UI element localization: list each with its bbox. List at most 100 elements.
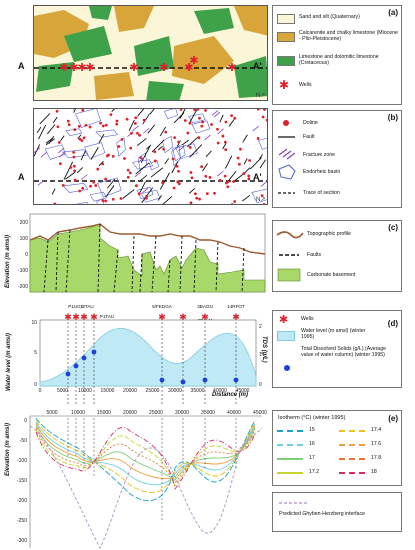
doline bbox=[126, 175, 130, 179]
doline bbox=[200, 124, 204, 128]
fault-line bbox=[181, 139, 189, 146]
doline bbox=[80, 139, 84, 142]
doline bbox=[230, 114, 233, 118]
doline bbox=[109, 113, 113, 117]
doline bbox=[139, 156, 143, 160]
doline bbox=[164, 130, 168, 134]
doline bbox=[233, 200, 237, 203]
tds-dot-icon bbox=[284, 365, 290, 371]
doline bbox=[138, 133, 141, 137]
topo-line-icon bbox=[276, 231, 304, 239]
d-xtick: 15000 bbox=[101, 388, 115, 394]
doline bbox=[210, 123, 213, 126]
fracture-zone bbox=[217, 170, 224, 177]
doline bbox=[94, 184, 98, 187]
doline bbox=[130, 131, 133, 135]
endorheic-basin bbox=[84, 142, 106, 159]
doline bbox=[204, 174, 208, 178]
fracture-zone bbox=[217, 128, 224, 135]
doline bbox=[99, 121, 102, 125]
fault-line bbox=[188, 188, 196, 194]
doline bbox=[200, 165, 204, 169]
fracture-zone bbox=[58, 151, 66, 158]
doline bbox=[123, 157, 126, 160]
legend-isotherm: (e) Isotherm (°C) (winter 1995) 15 17.4 16… bbox=[272, 410, 402, 486]
doline bbox=[223, 140, 227, 144]
doline bbox=[81, 109, 85, 112]
isotherm-label: 17.8 bbox=[371, 455, 382, 461]
d-ytick-0: 10 bbox=[31, 320, 37, 326]
endorheic-basin bbox=[89, 191, 107, 202]
fault-line bbox=[222, 143, 227, 150]
isotherm-line bbox=[35, 419, 256, 493]
doline bbox=[72, 164, 76, 168]
basin-icon bbox=[278, 164, 296, 180]
fault-line bbox=[140, 144, 152, 163]
e-xtick: 15000 bbox=[97, 410, 111, 416]
e-xtick: 30000 bbox=[175, 410, 189, 416]
svg-text:✱: ✱ bbox=[227, 62, 236, 74]
doline bbox=[58, 162, 62, 166]
panel-label-d: (d) bbox=[387, 319, 398, 328]
isotherm-lines bbox=[35, 417, 256, 502]
isotherm-line bbox=[35, 421, 256, 486]
geology-map: ✱ ✱ ✱ ✱ ✱ ✱ ✱ ✱ ✱ N↗ bbox=[33, 5, 268, 101]
fault-line bbox=[205, 150, 212, 158]
doline bbox=[104, 199, 108, 203]
fault-line bbox=[60, 135, 65, 142]
e-yticks: 0 -50 -100 -150 -200 -250 -300 bbox=[17, 415, 262, 548]
doline bbox=[161, 181, 164, 184]
fault-line bbox=[233, 174, 244, 183]
isotherm-swatch bbox=[339, 472, 365, 474]
doline bbox=[177, 169, 180, 173]
well-p1uge: P1UGE bbox=[68, 304, 84, 309]
doline bbox=[125, 117, 129, 121]
svg-text:✱: ✱ bbox=[72, 312, 80, 322]
fracture-zone bbox=[37, 179, 45, 186]
fault-line bbox=[186, 136, 199, 148]
carbonate-basement bbox=[29, 223, 266, 293]
doline bbox=[208, 176, 212, 179]
e-xtick: 20000 bbox=[123, 410, 137, 416]
e-xtick: 25000 bbox=[149, 410, 163, 416]
legend-interface-text: Predicted Ghyben-Herzberg interface bbox=[279, 511, 365, 517]
d-y2tick-2: 0 bbox=[259, 382, 262, 388]
fault-line bbox=[150, 167, 164, 178]
fault-line bbox=[146, 145, 150, 150]
fault-line bbox=[176, 140, 181, 147]
fault-line bbox=[39, 113, 51, 125]
fault-line bbox=[162, 195, 173, 204]
isotherm-swatch bbox=[277, 430, 303, 432]
fracture-zone bbox=[134, 171, 142, 178]
d-xtick: 20000 bbox=[123, 388, 137, 394]
chart-d-y2label: TDS (g/L) bbox=[261, 336, 267, 363]
e-ytick: -200 bbox=[17, 498, 27, 504]
isotherm-label: 17.2 bbox=[309, 469, 320, 475]
fault-line bbox=[142, 113, 151, 125]
chart-c-ylabel: Elevation (m amsl) bbox=[5, 235, 11, 288]
fracture-zone bbox=[141, 187, 149, 194]
doline bbox=[195, 196, 199, 200]
svg-text:N↗: N↗ bbox=[256, 93, 265, 99]
isotherm-label: 16 bbox=[309, 441, 315, 447]
fault-line bbox=[111, 109, 116, 112]
basement-swatch bbox=[277, 268, 301, 282]
water-level-chart: Water level (m amsl) TDS (g/L) P1UGE 3TA… bbox=[6, 304, 267, 406]
doline bbox=[193, 109, 197, 112]
e-ytick: -300 bbox=[17, 538, 27, 544]
svg-text:✱: ✱ bbox=[159, 62, 168, 74]
fault-line bbox=[249, 157, 262, 170]
fault-line bbox=[242, 194, 251, 202]
section-end-a: A' bbox=[253, 61, 262, 71]
doline bbox=[262, 203, 266, 204]
panel-label-b: (b) bbox=[387, 113, 398, 122]
isotherm-line bbox=[35, 417, 256, 502]
e-xtick: 45000 bbox=[253, 410, 267, 416]
fracture-zone bbox=[260, 181, 267, 187]
doline bbox=[111, 154, 115, 158]
legend-karst: (b) Doline Fault Fracture zone Endorheic… bbox=[272, 110, 402, 208]
doline bbox=[173, 136, 177, 140]
doline bbox=[248, 159, 252, 162]
fault-line bbox=[139, 181, 146, 194]
c-ytick-2: 0 bbox=[25, 252, 28, 258]
